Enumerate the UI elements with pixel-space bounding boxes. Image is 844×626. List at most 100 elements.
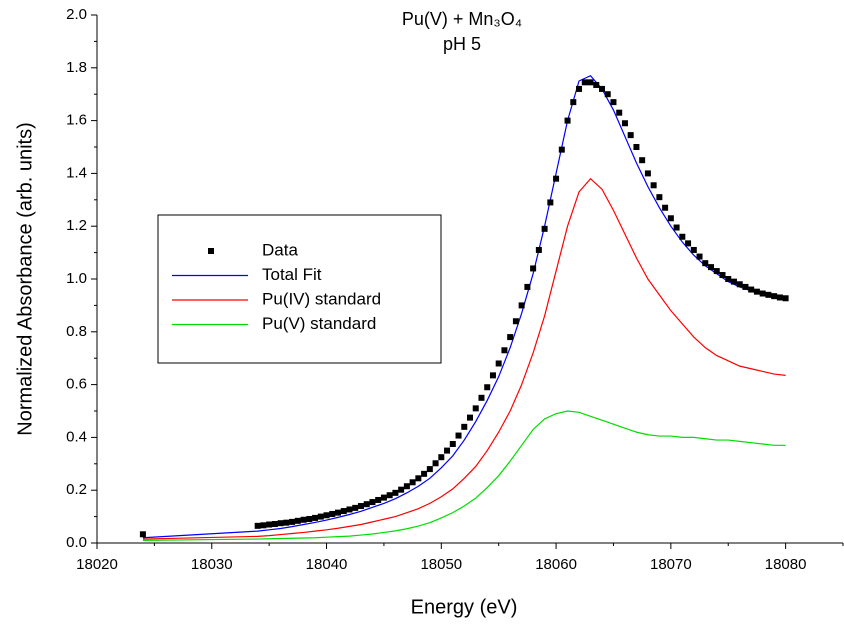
data-point — [598, 85, 605, 92]
data-point — [662, 204, 669, 211]
y-tick-label: 1.6 — [66, 112, 87, 129]
y-tick-label: 0.6 — [66, 376, 87, 393]
legend-label: Pu(IV) standard — [262, 289, 381, 308]
legend: Data Total Fit Pu(IV) standard Pu(V) standa… — [157, 214, 442, 364]
data-point — [478, 394, 485, 401]
x-tick-label: 18040 — [306, 556, 348, 573]
x-tick-label: 18030 — [191, 556, 233, 573]
y-tick-label: 1.8 — [66, 59, 87, 76]
data-point — [472, 405, 479, 412]
data-point — [524, 283, 531, 290]
chart-subtitle: pH 5 — [443, 34, 481, 54]
data-point — [323, 512, 330, 519]
data-point — [438, 454, 445, 461]
data-point — [736, 281, 743, 288]
data-point — [306, 515, 313, 522]
x-axis-label: Energy (eV) — [411, 596, 518, 618]
data-point — [610, 99, 617, 106]
y-tick-label: 0.8 — [66, 323, 87, 340]
data-point — [713, 268, 720, 275]
data-point — [409, 479, 416, 486]
data-point — [535, 246, 542, 253]
data-point — [380, 494, 387, 501]
data-point — [776, 294, 783, 301]
data-point — [340, 508, 347, 515]
y-tick-label: 0.0 — [66, 534, 87, 551]
y-tick-label: 2.0 — [66, 6, 87, 23]
y-tick-label: 0.2 — [66, 481, 87, 498]
data-point — [570, 99, 577, 106]
data-point — [541, 225, 548, 232]
data-point — [467, 414, 473, 421]
data-point — [685, 240, 692, 247]
data-point — [530, 265, 537, 272]
data-point — [639, 157, 646, 164]
data-point — [719, 272, 726, 279]
data-point — [708, 264, 715, 271]
chart-title: Pu(V) + Mn₃O₄ — [402, 9, 522, 29]
data-point — [300, 516, 307, 523]
data-point — [260, 522, 267, 529]
data-point — [644, 170, 651, 177]
data-point — [765, 291, 772, 298]
data-point — [254, 522, 261, 529]
data-point — [616, 109, 623, 116]
data-point — [690, 246, 697, 253]
data-point — [271, 520, 278, 527]
data-point — [581, 79, 588, 86]
data-point — [702, 260, 709, 267]
data-point — [753, 288, 760, 295]
data-point — [673, 224, 680, 231]
data-point — [650, 182, 657, 189]
data-point — [633, 144, 640, 150]
data-point — [398, 486, 405, 493]
data-point — [294, 517, 301, 524]
data-point — [576, 85, 583, 92]
data-point — [656, 194, 663, 201]
data-point — [392, 489, 399, 496]
data-point — [421, 470, 428, 477]
series-line — [142, 177, 786, 540]
data-point — [363, 501, 370, 508]
data-point — [357, 503, 364, 510]
data-point — [335, 509, 342, 516]
legend-label: Pu(V) standard — [262, 314, 376, 333]
data-point — [432, 460, 439, 467]
series-line — [142, 74, 786, 539]
legend-box — [157, 214, 442, 364]
data-point — [604, 91, 611, 98]
data-point — [426, 466, 433, 473]
data-point — [725, 276, 732, 282]
data-point — [782, 295, 789, 302]
x-tick-label: 18070 — [650, 556, 692, 573]
data-point — [495, 360, 502, 367]
data-point — [730, 278, 737, 285]
data-point — [283, 519, 290, 526]
data-point — [696, 253, 703, 260]
y-tick-label: 1.0 — [66, 270, 87, 287]
legend-marker — [208, 248, 214, 254]
data-point — [346, 506, 353, 513]
data-point — [444, 447, 451, 454]
data-point — [461, 423, 468, 430]
data-point — [547, 199, 554, 206]
legend-label: Data — [262, 240, 298, 259]
data-point — [759, 290, 766, 297]
data-point — [317, 513, 324, 520]
data-point — [266, 521, 273, 528]
data-point — [312, 514, 319, 521]
data-point — [621, 120, 628, 127]
data-point — [558, 146, 565, 153]
data-point — [587, 79, 594, 86]
x-tick-label: 18020 — [76, 556, 118, 573]
x-tick-label: 18050 — [420, 556, 462, 573]
data-point — [553, 175, 560, 182]
data-point — [139, 531, 146, 538]
data-point — [742, 283, 749, 290]
data-point — [449, 441, 456, 447]
data-point — [512, 318, 519, 325]
data-point — [369, 499, 376, 506]
data-point — [501, 347, 508, 354]
data-point — [771, 293, 778, 300]
